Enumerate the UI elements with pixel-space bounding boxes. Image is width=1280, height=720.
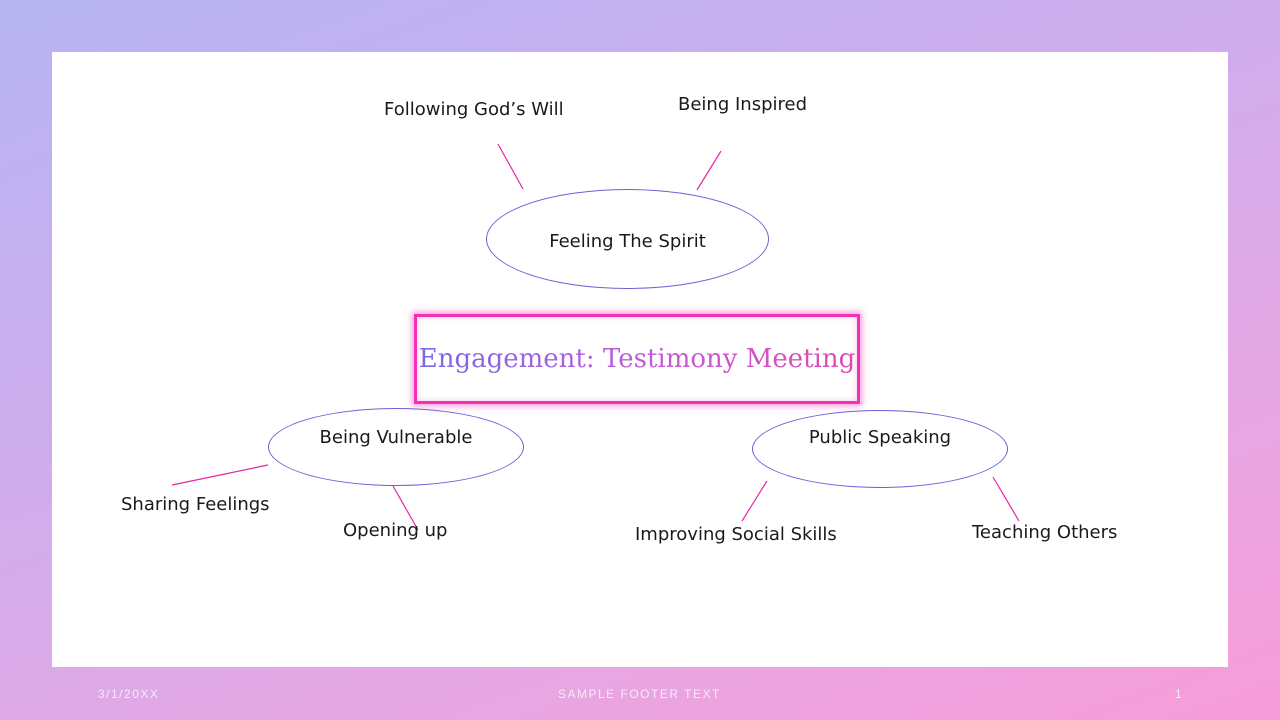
connector-right-left: [741, 480, 768, 522]
branch-teaching-others: Teaching Others: [972, 522, 1118, 543]
footer-page-number: 1: [1175, 687, 1184, 701]
node-public-speaking-label: Public Speaking: [808, 427, 952, 448]
connector-left-left: [171, 464, 269, 486]
title-box: Engagement: Testimony Meeting: [414, 314, 860, 404]
branch-following-gods-will: Following God’s Will: [384, 99, 564, 120]
branch-sharing-feelings: Sharing Feelings: [121, 494, 270, 515]
node-feeling-the-spirit-label: Feeling The Spirit: [549, 230, 706, 252]
diagram-title: Engagement: Testimony Meeting: [418, 344, 856, 374]
branch-being-inspired: Being Inspired: [678, 94, 808, 115]
footer-text: SAMPLE FOOTER TEXT: [558, 687, 721, 701]
connector-right-right: [992, 476, 1020, 522]
connector-top-right: [696, 150, 722, 191]
branch-improving-social-skills: Improving Social Skills: [635, 524, 837, 545]
node-feeling-the-spirit: Feeling The Spirit: [486, 189, 769, 289]
node-being-vulnerable-label: Being Vulnerable: [319, 427, 473, 448]
branch-opening-up: Opening up: [343, 520, 448, 541]
connector-left-bottom: [392, 485, 419, 531]
node-being-vulnerable: Being Vulnerable: [268, 408, 524, 486]
footer-date: 3/1/20XX: [98, 687, 160, 701]
connector-top-left: [497, 143, 524, 190]
node-public-speaking: Public Speaking: [752, 410, 1008, 488]
